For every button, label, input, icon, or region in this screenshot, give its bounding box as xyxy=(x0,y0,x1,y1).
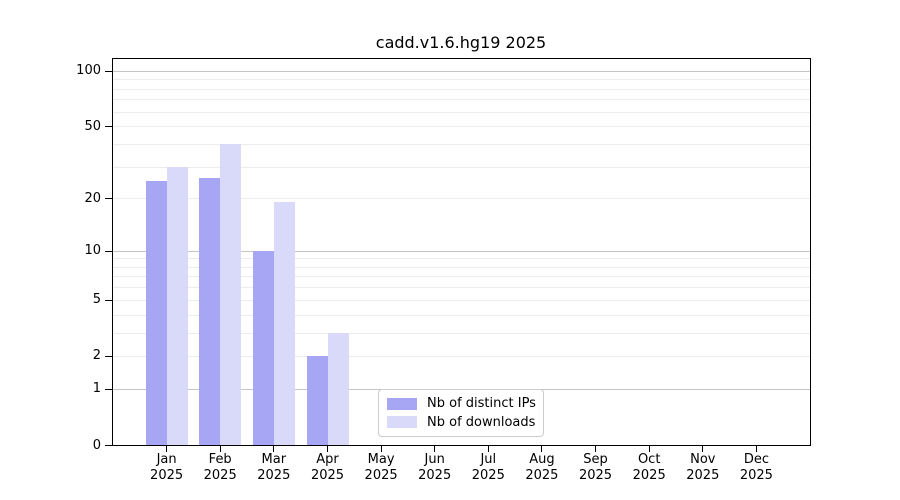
x-tick-jun xyxy=(434,446,436,452)
y-tick-50 xyxy=(105,126,112,127)
x-tick-label-jul: Jul 2025 xyxy=(471,452,505,483)
legend-swatch-distinct-ips xyxy=(387,397,417,410)
bar-apr-distinct-ips xyxy=(306,355,328,445)
x-tick-jul xyxy=(487,446,489,452)
bar-feb-downloads xyxy=(220,143,242,445)
y-tick-label-2: 2 xyxy=(92,348,101,364)
gridline-y-6 xyxy=(113,287,810,289)
x-tick-apr xyxy=(327,446,328,452)
gridline-y-60 xyxy=(113,111,810,113)
x-tick-label-oct: Oct 2025 xyxy=(632,452,666,483)
x-tick-aug xyxy=(541,446,543,452)
y-tick-label-1: 1 xyxy=(92,381,101,397)
x-tick-may xyxy=(380,446,382,452)
gridline-y-80 xyxy=(113,88,810,90)
x-tick-nov xyxy=(702,446,704,452)
legend-item-downloads: Nb of downloads xyxy=(387,415,535,430)
bar-jan-distinct-ips xyxy=(145,180,167,445)
legend-item-distinct-ips: Nb of distinct IPs xyxy=(387,396,536,412)
x-tick-oct xyxy=(648,446,650,452)
y-tick-label-20: 20 xyxy=(84,190,101,206)
x-tick-dec xyxy=(755,446,757,452)
x-tick-label-may: May 2025 xyxy=(364,452,398,483)
x-tick-label-sep: Sep 2025 xyxy=(578,452,613,483)
y-tick-20 xyxy=(105,198,112,199)
y-tick-10 xyxy=(105,251,112,252)
x-tick-sep xyxy=(595,446,596,452)
chart-title: cadd.v1.6.hg19 2025 xyxy=(375,33,547,52)
x-tick-label-jun: Jun 2025 xyxy=(418,452,452,483)
bar-feb-distinct-ips xyxy=(199,177,221,445)
y-tick-label-10: 10 xyxy=(84,243,101,258)
x-tick-label-aug: Aug 2025 xyxy=(525,452,559,483)
y-tick-0 xyxy=(105,445,112,446)
gridline-y-50 xyxy=(113,126,810,128)
legend-label-downloads: Nb of downloads xyxy=(427,414,536,430)
gridline-y-2 xyxy=(113,355,810,357)
gridline-y-3 xyxy=(113,332,810,334)
gridline-y-90 xyxy=(113,79,810,81)
bar-mar-downloads xyxy=(273,202,295,445)
y-tick-100 xyxy=(105,71,112,72)
bar-mar-distinct-ips xyxy=(252,250,274,445)
gridline-y-7 xyxy=(113,276,810,278)
bar-apr-downloads xyxy=(327,332,349,445)
x-tick-jan xyxy=(166,446,168,452)
gridline-y-5 xyxy=(113,299,810,301)
legend: Nb of distinct IPs Nb of downloads xyxy=(378,389,544,437)
gridline-y-4 xyxy=(113,314,810,316)
y-tick-label-100: 100 xyxy=(76,63,101,79)
y-tick-5 xyxy=(105,300,112,301)
gridline-y-20 xyxy=(113,198,810,200)
gridline-y-10 xyxy=(113,250,810,252)
gridline-y-30 xyxy=(113,166,810,168)
gridline-y-9 xyxy=(113,258,810,260)
y-tick-2 xyxy=(105,356,112,357)
gridline-y-100 xyxy=(113,70,810,72)
x-tick-label-jan: Jan 2025 xyxy=(150,452,184,483)
x-tick-label-mar: Mar 2025 xyxy=(257,452,291,483)
y-tick-label-0: 0 xyxy=(92,437,101,453)
gridline-y-70 xyxy=(113,99,810,101)
legend-swatch-downloads xyxy=(387,416,417,429)
y-tick-label-5: 5 xyxy=(92,292,101,308)
plot-area: Nb of distinct IPs Nb of downloads 0 1 2 5 1… xyxy=(76,58,811,483)
x-tick-mar xyxy=(273,446,275,452)
bar-jan-downloads xyxy=(166,166,188,445)
gridline-y-40 xyxy=(113,143,810,145)
x-tick-label-dec: Dec 2025 xyxy=(739,452,773,483)
x-tick-label-feb: Feb 2025 xyxy=(203,452,237,483)
y-tick-label-50: 50 xyxy=(84,118,101,134)
x-tick-label-apr: Apr 2025 xyxy=(310,452,345,483)
y-tick-1 xyxy=(105,389,112,390)
gridline-y-8 xyxy=(113,266,810,268)
x-tick-label-nov: Nov 2025 xyxy=(686,452,720,483)
x-tick-feb xyxy=(219,446,221,452)
legend-label-distinct-ips: Nb of distinct IPs xyxy=(427,396,536,412)
